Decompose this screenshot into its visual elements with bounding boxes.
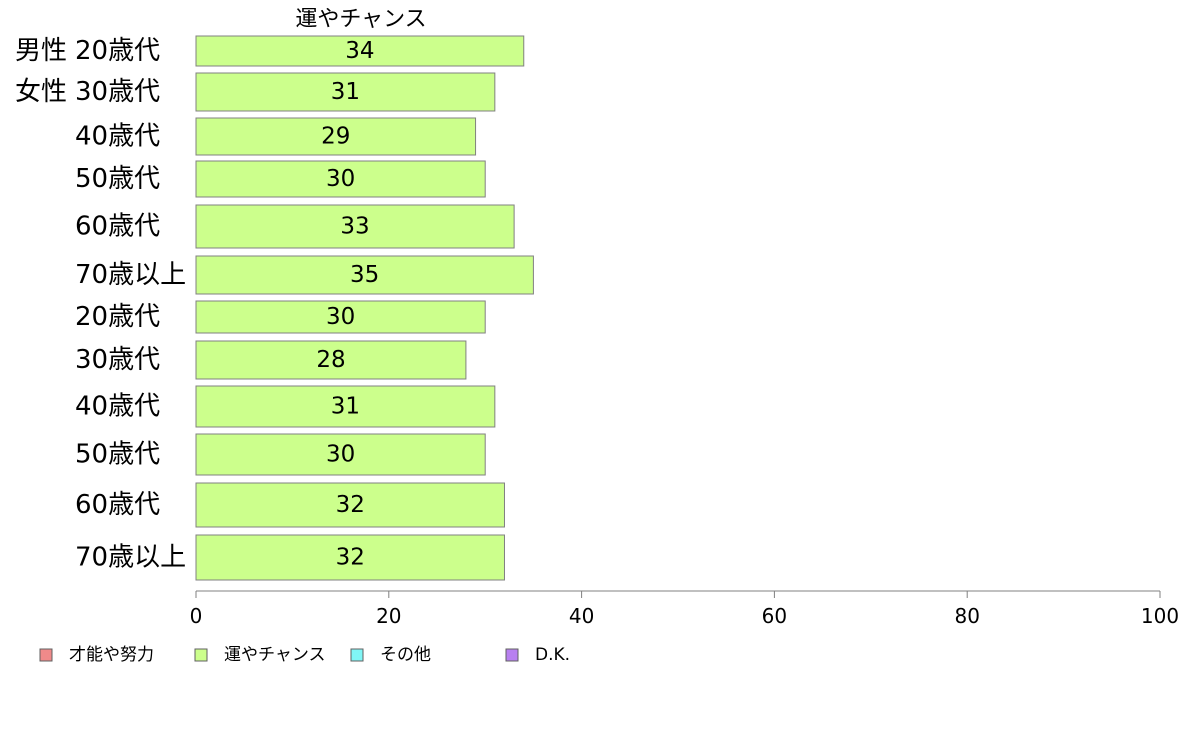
legend-swatch [194,648,208,662]
x-tick-label: 100 [1141,604,1179,628]
bar-value-label: 30 [326,166,355,192]
bar-value-label: 32 [336,545,365,571]
category-label: 70歳以上 [75,543,186,573]
category-label: 70歳以上 [75,260,186,290]
bar-value-label: 28 [316,347,345,373]
bar [195,433,486,476]
bar [195,300,486,334]
bar-value-label: 30 [326,304,355,330]
category-label: 50歳代 [75,440,160,470]
group-label: 男性 [15,36,67,66]
series-title: 運やチャンス [295,7,426,32]
bar [195,35,525,67]
x-tick-label: 60 [762,604,787,628]
legend-swatch [350,648,364,662]
category-label: 60歳代 [75,212,160,242]
category-label: 30歳代 [75,345,160,375]
bar-value-label: 35 [350,262,379,288]
bar [195,385,496,428]
x-axis: 0 20 40 60 80 100 [190,590,1179,628]
category-label: 20歳代 [75,36,160,66]
category-labels: 20歳代男性30歳代女性40歳代50歳代60歳代70歳以上20歳代30歳代40歳… [15,36,186,573]
bar [195,534,505,581]
legend-swatch [39,648,53,662]
bar-value-label: 30 [326,442,355,468]
bar-value-label: 32 [336,492,365,518]
category-label: 30歳代 [75,77,160,107]
category-label: 40歳代 [75,392,160,422]
category-label: 40歳代 [75,122,160,152]
x-tick-label: 40 [569,604,594,628]
bar [195,255,534,295]
bars: 34 31 29 30 33 35 30 28 31 30 32 32 [195,35,534,581]
legend: 才能や努力 運やチャンス その他 D.K. [39,645,570,665]
bar-value-label: 34 [345,38,374,64]
bar-value-label: 31 [331,394,360,420]
category-label: 60歳代 [75,490,160,520]
bar-value-label: 31 [331,79,360,105]
legend-label: 才能や努力 [69,645,154,665]
category-label: 20歳代 [75,302,160,332]
legend-label: D.K. [535,645,570,665]
group-label: 女性 [15,77,67,107]
x-tick-label: 20 [376,604,401,628]
bar-value-label: 29 [321,124,350,150]
legend-label: 運やチャンス [224,645,326,665]
bar [195,340,467,380]
x-tick-label: 80 [954,604,979,628]
bar [195,482,505,528]
bar-value-label: 33 [340,214,369,240]
legend-swatch [505,648,519,662]
bar [195,72,496,112]
bar [195,117,477,156]
bar [195,204,515,249]
category-label: 50歳代 [75,164,160,194]
legend-label: その他 [380,645,431,665]
bar [195,160,486,198]
x-tick-label: 0 [190,604,203,628]
